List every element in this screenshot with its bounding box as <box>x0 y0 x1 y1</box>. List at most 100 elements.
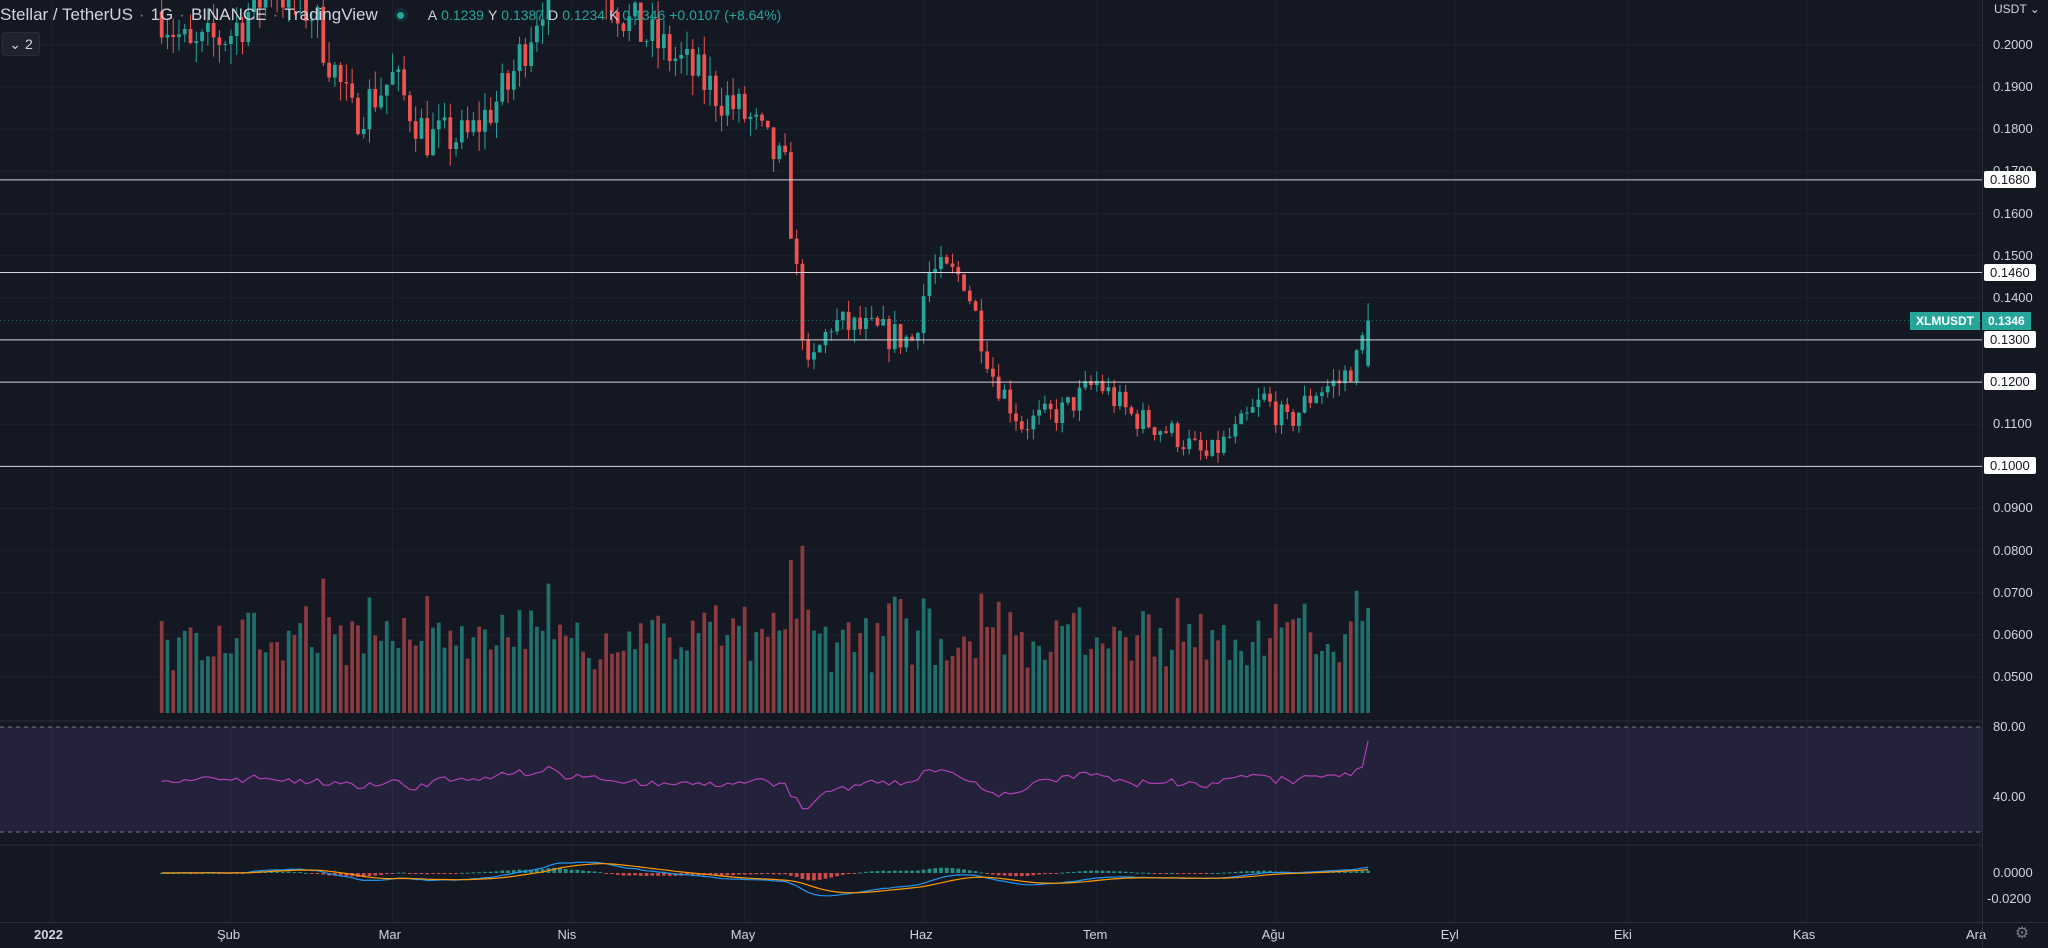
volume-bar <box>1072 613 1076 713</box>
interval-label[interactable]: 1G <box>151 5 174 25</box>
candle <box>697 47 701 77</box>
candle <box>1112 380 1116 413</box>
candle <box>1026 419 1030 439</box>
macd-hist-bar <box>391 873 395 874</box>
candle <box>887 315 891 362</box>
candle-body <box>870 318 874 319</box>
volume-bar <box>1083 655 1087 713</box>
volume-bar <box>1106 648 1110 713</box>
volume-bar <box>1026 668 1030 713</box>
time-tick-label: Tem <box>1083 927 1108 942</box>
macd-hist-bar <box>1014 873 1018 876</box>
candle-body <box>194 41 198 43</box>
candle-body <box>1141 410 1145 429</box>
volume-bar <box>593 669 597 713</box>
macd-hist-bar <box>922 870 926 873</box>
candle-body <box>171 35 175 37</box>
volume-bar <box>581 652 585 713</box>
candle-body <box>945 257 949 264</box>
macd-hist-bar <box>801 873 805 879</box>
candle-body <box>1280 404 1284 425</box>
high-value: 0.1387 <box>501 7 544 23</box>
candle <box>362 117 366 138</box>
candle <box>1055 399 1059 431</box>
volume-bar <box>997 602 1001 713</box>
candle-body <box>402 69 406 95</box>
macd-hist-bar <box>841 873 845 875</box>
volume-bar <box>639 623 643 713</box>
macd-hist-bar <box>443 873 447 874</box>
macd-hist-bar <box>581 871 585 873</box>
volume-bar <box>928 609 932 713</box>
price-tick-label: 0.1100 <box>1993 416 2032 431</box>
volume-bar <box>437 623 441 713</box>
candle <box>899 324 903 354</box>
candle-body <box>1112 387 1116 406</box>
candle <box>1008 380 1012 422</box>
candle-body <box>506 73 510 90</box>
volume-bar <box>339 625 343 713</box>
macd-hist-bar <box>783 873 787 874</box>
chart-area[interactable]: Stellar / TetherUS · 1G · BINANCE · Trad… <box>0 0 1982 947</box>
volume-bar <box>720 646 724 713</box>
candle-body <box>852 318 856 330</box>
candle <box>985 341 989 373</box>
candle <box>783 133 787 155</box>
volume-bar <box>1153 657 1157 713</box>
volume-bar <box>160 621 164 713</box>
volume-bar <box>1095 637 1099 713</box>
candle <box>1078 380 1082 421</box>
currency-selector[interactable]: USDT ⌄ <box>1994 2 2040 16</box>
candle <box>1360 332 1364 354</box>
candle <box>818 344 822 353</box>
time-tick-label: Ağu <box>1262 927 1285 942</box>
candle-body <box>431 129 435 155</box>
volume-bar <box>183 631 187 713</box>
gear-icon[interactable]: ⚙ <box>2014 926 2030 942</box>
volume-bar <box>166 640 170 713</box>
volume-bar <box>443 648 447 713</box>
candle-body <box>904 337 908 348</box>
candle-body <box>899 324 903 347</box>
candle-body <box>218 37 222 44</box>
candle-body <box>1130 407 1134 413</box>
candle-body <box>443 117 447 120</box>
candle <box>772 127 776 172</box>
candle-body <box>512 71 516 90</box>
candle <box>1124 385 1128 415</box>
candle <box>489 97 493 125</box>
macd-hist-bar <box>979 872 983 873</box>
candle <box>1182 440 1186 455</box>
candle-body <box>1268 394 1272 402</box>
volume-bar <box>922 599 926 713</box>
candle-body <box>726 95 730 115</box>
candle-body <box>1291 412 1295 426</box>
candle-body <box>1245 413 1249 414</box>
volume-bar <box>622 651 626 713</box>
candle <box>425 101 429 158</box>
macd-hist-bar <box>466 873 470 874</box>
volume-bar <box>391 641 395 713</box>
volume-bar <box>575 623 579 713</box>
candle-body <box>1055 409 1059 423</box>
chart-canvas[interactable] <box>0 0 1982 947</box>
market-status-icon[interactable] <box>394 8 408 22</box>
price-axis[interactable]: 0.20000.19000.18000.17000.16000.15000.14… <box>1982 0 2048 922</box>
macd-hist-bar <box>321 873 325 875</box>
indicator-toggle-button[interactable]: ⌄ 2 <box>2 32 40 56</box>
candle-body <box>339 65 343 82</box>
candle-body <box>864 318 868 329</box>
macd-hist-bar <box>824 873 828 879</box>
macd-hist-bar <box>985 873 989 874</box>
symbol-name[interactable]: Stellar / TetherUS <box>0 5 133 25</box>
candle-body <box>691 49 695 76</box>
candle <box>893 311 897 353</box>
macd-hist-bar <box>645 873 649 876</box>
candle <box>1349 367 1353 383</box>
volume-bar <box>737 626 741 713</box>
volume-bar <box>702 613 706 713</box>
candle-body <box>1182 447 1186 449</box>
volume-bar <box>766 637 770 713</box>
volume-bar <box>835 642 839 713</box>
